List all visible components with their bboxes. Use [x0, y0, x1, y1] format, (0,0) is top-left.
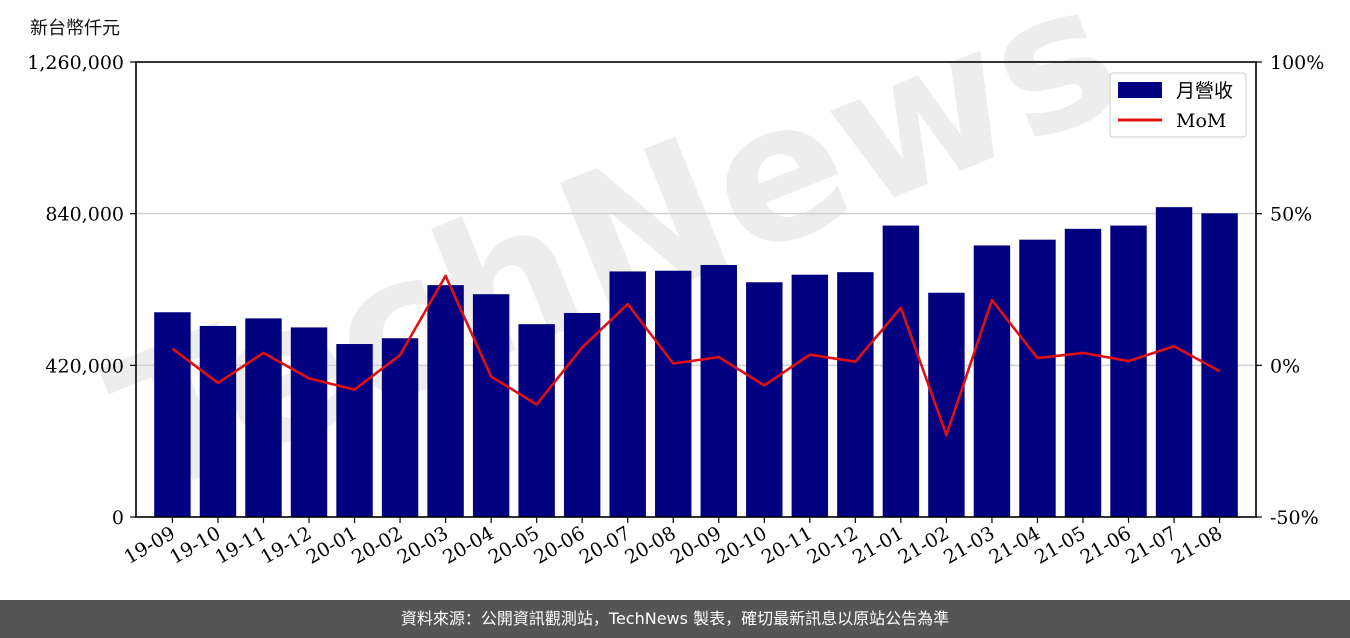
legend-label-mom: MoM [1176, 110, 1226, 132]
bar-20-10 [746, 282, 783, 517]
legend-label-revenue: 月營收 [1176, 80, 1233, 102]
bar-21-03 [973, 245, 1011, 517]
x-tick-label: 19-12 [257, 522, 315, 568]
bar-20-06 [563, 312, 601, 517]
bar-21-06 [1110, 225, 1147, 518]
bar-21-01 [882, 225, 920, 518]
legend-swatch-revenue [1118, 82, 1162, 98]
bar-20-11 [791, 274, 829, 517]
bar-20-02 [381, 338, 419, 517]
x-tick-label: 20-07 [576, 522, 634, 568]
x-tick-label: 20-05 [485, 522, 543, 568]
bar-19-09 [154, 312, 191, 517]
x-tick-label: 20-11 [758, 522, 816, 568]
revenue-chart: TechNews 0420,000840,0001,260,000-50%0%5… [27, 0, 1324, 569]
x-tick-label: 21-07 [1122, 522, 1180, 568]
left-tick-label: 0 [112, 507, 124, 529]
left-tick-label: 1,260,000 [27, 52, 124, 74]
x-tick-label: 20-10 [712, 522, 770, 568]
x-tick-label: 21-04 [986, 522, 1044, 568]
x-tick-label: 20-03 [394, 522, 452, 568]
plot-frame [135, 61, 1257, 518]
x-tick-label: 20-08 [621, 522, 679, 568]
bar-series-revenue [154, 207, 1238, 518]
x-tick-label: 20-06 [530, 522, 588, 568]
right-tick-label: 100% [1270, 52, 1324, 74]
bar-20-12 [837, 272, 874, 517]
x-tick-label: 21-06 [1077, 522, 1135, 568]
right-tick-label: 0% [1270, 355, 1300, 377]
x-tick-label: 19-09 [120, 522, 178, 568]
legend: 月營收 MoM [1109, 72, 1247, 138]
x-tick-label: 21-03 [940, 522, 998, 568]
footer-source-note: 資料來源：公開資訊觀測站，TechNews 製表，確切最新訊息以原站公告為準 [0, 600, 1350, 638]
left-tick-label: 420,000 [45, 355, 124, 377]
line-series-mom [171, 274, 1221, 437]
x-tick-label: 20-09 [667, 522, 725, 568]
mom-line [171, 274, 1221, 437]
bar-19-10 [199, 325, 237, 517]
bar-20-08 [655, 270, 692, 517]
x-tick-label: 20-04 [439, 522, 497, 568]
left-tick-label: 840,000 [45, 204, 124, 226]
bar-20-01 [336, 344, 373, 517]
bar-19-12 [290, 327, 328, 517]
bar-19-11 [245, 318, 282, 517]
x-tick-label: 21-08 [1168, 522, 1226, 568]
x-tick-label: 20-01 [303, 522, 361, 568]
x-tick-label: 21-01 [849, 522, 907, 568]
x-tick-label: 21-02 [894, 522, 952, 568]
right-tick-label: 50% [1270, 204, 1312, 226]
bar-20-05 [518, 324, 555, 517]
y-axis-unit-label: 新台幣仟元 [30, 18, 120, 39]
bar-21-05 [1064, 228, 1102, 518]
x-tick-label: 19-11 [212, 522, 270, 568]
bar-21-07 [1155, 207, 1193, 517]
bar-20-07 [609, 271, 646, 517]
x-tick-label: 21-05 [1031, 522, 1089, 568]
x-tick-label: 20-12 [803, 522, 861, 568]
x-tick-label: 20-02 [348, 522, 406, 568]
bar-21-04 [1019, 239, 1056, 517]
bar-20-09 [700, 264, 737, 517]
bar-21-02 [928, 292, 965, 517]
bar-20-04 [472, 294, 510, 517]
bar-20-03 [427, 285, 464, 517]
right-tick-label: -50% [1270, 507, 1319, 529]
